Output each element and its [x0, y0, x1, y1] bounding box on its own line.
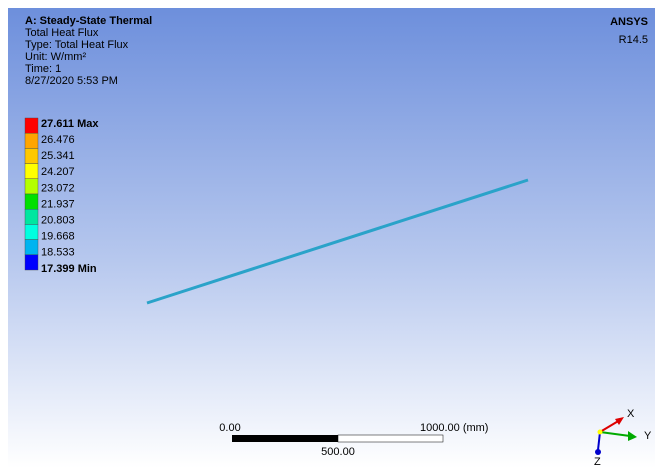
legend-swatch — [25, 148, 38, 163]
legend-label: 26.476 — [41, 134, 75, 146]
legend-swatch — [25, 209, 38, 224]
triad-z: Z — [594, 456, 601, 468]
viewport: A: Steady-State Thermal Total Heat FluxT… — [0, 0, 655, 468]
legend-swatch — [25, 179, 38, 194]
legend-swatch — [25, 118, 38, 133]
legend-swatch — [25, 194, 38, 209]
legend-label: 21.937 — [41, 198, 75, 210]
legend-label: 25.341 — [41, 150, 75, 162]
triad-y: Y — [644, 430, 652, 442]
header-line: Time: 1 — [25, 63, 61, 75]
legend-swatch — [25, 133, 38, 148]
page: {"header": {"title": "A: Steady-State Th… — [0, 0, 655, 468]
logo-brand: ANSYS — [610, 16, 648, 28]
legend-label: 24.207 — [41, 166, 75, 178]
legend-label: 23.072 — [41, 182, 75, 194]
triad-x: X — [627, 408, 635, 420]
scale-bar-dark — [232, 435, 338, 442]
header-line: 8/27/2020 5:53 PM — [25, 75, 118, 87]
legend-swatch — [25, 255, 38, 270]
header-title: A: Steady-State Thermal — [25, 15, 152, 27]
logo-version: R14.5 — [619, 34, 648, 46]
scale-end: 1000.00 (mm) — [420, 422, 488, 434]
legend-label: 17.399 Min — [41, 263, 97, 275]
legend-label: 20.803 — [41, 215, 75, 227]
legend-swatch — [25, 240, 38, 255]
legend-swatch — [25, 164, 38, 179]
header-line: Unit: W/mm² — [25, 51, 86, 63]
legend-swatch — [25, 224, 38, 239]
header-line: Type: Total Heat Flux — [25, 39, 129, 51]
legend-label: 18.533 — [41, 247, 75, 259]
legend-label: 27.611 Max — [41, 118, 99, 130]
header-line: Total Heat Flux — [25, 27, 99, 39]
legend-label: 19.668 — [41, 231, 75, 243]
scale-mid: 500.00 — [321, 446, 355, 458]
scale-start: 0.00 — [219, 422, 240, 434]
scale-bar-light — [338, 435, 443, 442]
